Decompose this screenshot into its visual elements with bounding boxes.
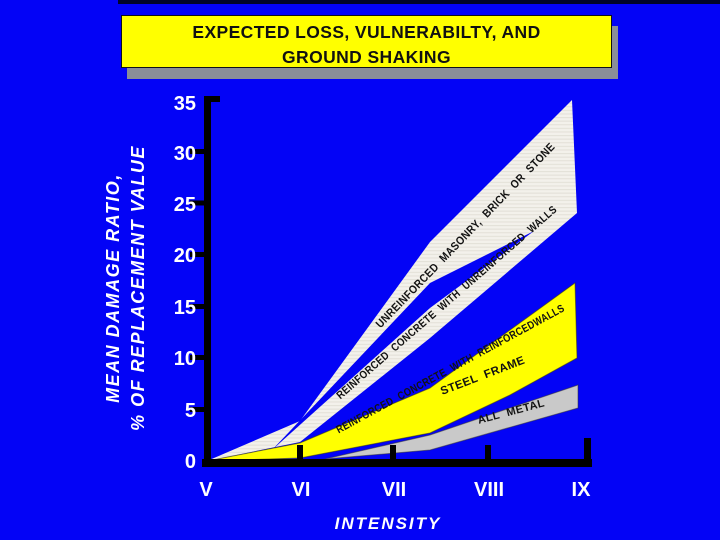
y-axis-line — [204, 96, 211, 466]
y-tick-label-25: 25 — [174, 194, 196, 216]
x-tick-label-viii: VIII — [474, 479, 504, 501]
y-tick-10 — [190, 355, 205, 360]
y-axis-top-cap — [204, 96, 220, 102]
slide-title-line1: EXPECTED LOSS, VULNERABILTY, AND — [192, 22, 541, 42]
x-tick-label-vii: VII — [382, 479, 406, 501]
y-tick-30 — [190, 149, 205, 154]
x-axis-title: INTENSITY — [334, 514, 442, 533]
y-tick-label-5: 5 — [185, 400, 196, 422]
y-tick-5 — [190, 407, 205, 412]
x-tick-vi — [297, 445, 303, 460]
x-tick-viii — [485, 445, 491, 460]
y-tick-label-30: 30 — [174, 143, 196, 165]
band-rc-reinforced-walls-and-steel-frame — [206, 282, 578, 462]
y-tick-label-35: 35 — [174, 93, 196, 115]
x-tick-label-v: V — [199, 479, 213, 501]
y-tick-15 — [190, 304, 205, 309]
band-all-metal — [324, 384, 579, 460]
y-tick-label-0: 0 — [185, 451, 196, 473]
y-tick-label-10: 10 — [174, 348, 196, 370]
y-tick-20 — [190, 252, 205, 257]
y-tick-label-20: 20 — [174, 245, 196, 267]
slide-title-line2: GROUND SHAKING — [282, 47, 451, 67]
x-axis-end-cap — [584, 438, 591, 463]
x-axis-line — [202, 459, 592, 467]
y-tick-25 — [190, 200, 205, 206]
x-tick-vii — [390, 445, 396, 460]
band-unreinforced-masonry-and-rc-unreinforced-walls — [207, 100, 577, 461]
y-tick-label-15: 15 — [174, 297, 196, 319]
x-tick-label-vi: VI — [292, 479, 311, 501]
slide-title-box: EXPECTED LOSS, VULNERABILTY, AND GROUND … — [121, 15, 612, 68]
x-tick-label-ix: IX — [572, 479, 592, 501]
slide-top-edge — [118, 0, 720, 4]
